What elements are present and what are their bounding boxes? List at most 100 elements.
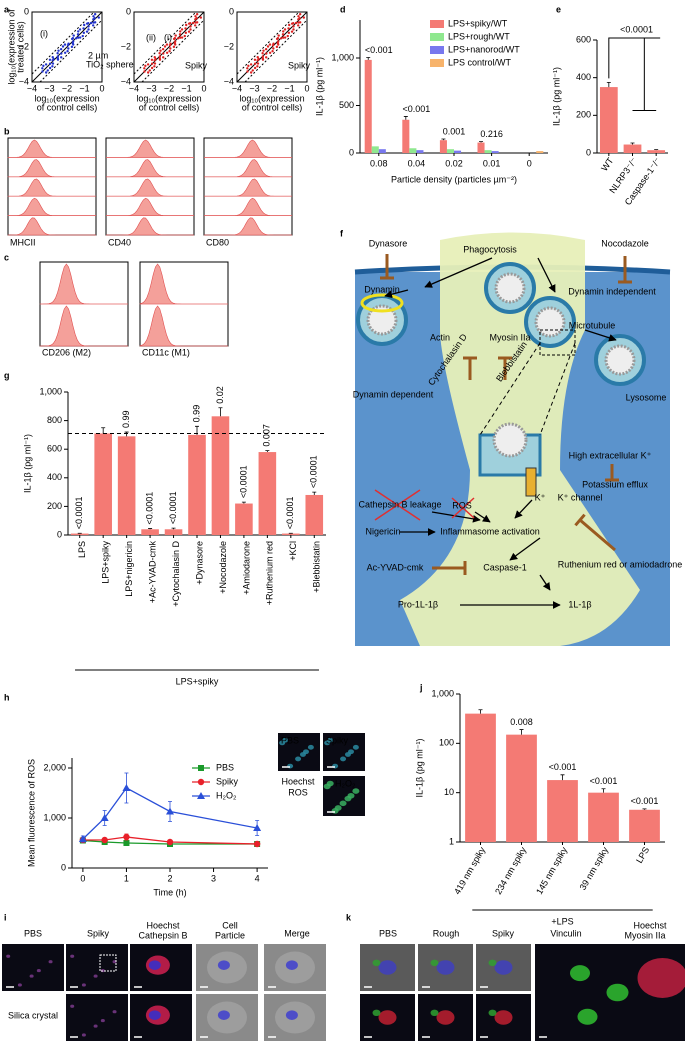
p-value: 0.99 [121, 411, 131, 429]
scatter-dot [191, 21, 195, 25]
scatter-dot [189, 28, 192, 31]
plot-annotation: (i) [164, 32, 172, 42]
marker [78, 835, 87, 842]
legend-label: LPS+spiky/WT [448, 18, 508, 28]
micrograph [2, 944, 64, 991]
x-tick-label: WT [599, 155, 616, 173]
marker [123, 833, 130, 841]
scatter-dot [282, 36, 285, 39]
scatter-dot [251, 69, 254, 72]
p-value: <0.001 [365, 45, 393, 55]
scatter-dot [63, 51, 67, 54]
tick-label: −2 [19, 41, 29, 51]
x-tick-label: +Ruthenium red [265, 541, 275, 605]
scatter-dot [76, 33, 80, 36]
scatter-dot [302, 16, 306, 19]
legend-label: PBS [216, 762, 234, 772]
scatter-dot [265, 52, 268, 55]
panel-letter: e [556, 4, 561, 14]
cell [570, 965, 590, 982]
scatter-dot [169, 47, 172, 50]
scatter-dot [256, 59, 259, 62]
histogram [204, 178, 292, 197]
p-value: 0.99 [191, 405, 201, 423]
image-label: Spiky [326, 735, 349, 745]
error-bar [441, 138, 446, 141]
cell [81, 1033, 86, 1037]
scatter-dot [82, 31, 86, 35]
scatter-dot [173, 36, 177, 40]
y-tick-label: 0 [61, 862, 66, 872]
marker-label: CD11c (M1) [142, 347, 190, 357]
scatter-frame [133, 11, 205, 83]
bar [282, 533, 300, 535]
x-tick-label: 4 [255, 873, 260, 883]
y-axis-label: IL-1β (pg ml⁻¹) [414, 739, 424, 798]
histogram [39, 263, 128, 305]
scatter-dot [163, 45, 167, 48]
scatter-dot [249, 63, 253, 66]
scatter-dot [264, 47, 268, 51]
scatter-dot [162, 56, 165, 59]
bar [536, 151, 544, 153]
marker-label: MHCII [10, 237, 36, 247]
bar [70, 533, 89, 535]
scatter-dot [177, 37, 180, 40]
y-tick-label: 0 [586, 147, 591, 157]
scatter-dot [261, 52, 264, 55]
scatter-dot [180, 36, 184, 39]
legend-swatch [430, 33, 444, 41]
cell [378, 1010, 397, 1025]
scatter-dot [77, 30, 80, 33]
cell [81, 983, 86, 987]
arrow [537, 257, 556, 293]
scatter-dot [292, 21, 295, 25]
scatter-dot [178, 33, 182, 36]
marker-label: CD80 [206, 237, 229, 247]
scatter-dot [162, 52, 165, 55]
p-value: <0.001 [631, 796, 659, 806]
arrow [424, 257, 493, 288]
x-tick-label: 0.01 [483, 158, 501, 168]
scatter-dot [246, 67, 249, 70]
x-tick-label: 0.02 [445, 158, 463, 168]
scatter-dot [60, 52, 63, 55]
y-tick-label: 1,000 [43, 812, 66, 822]
arrow [474, 511, 491, 523]
x-tick-label: +Blebbistatin [312, 541, 322, 593]
scatter-dot [298, 21, 302, 24]
error-bar [312, 491, 317, 495]
scatter-dot [280, 37, 283, 40]
plot-annotation: (i) [40, 28, 48, 38]
scatter-dot [184, 27, 187, 30]
scatter-dot [70, 45, 74, 49]
histogram [204, 217, 292, 236]
scatter-dot [165, 43, 169, 46]
tick-label: −4 [27, 83, 37, 93]
scatter-dot [256, 56, 259, 59]
p-value: <0.0001 [168, 491, 178, 524]
image-label: Spiky [87, 928, 110, 938]
error-bar [519, 729, 524, 735]
scatter-dot [183, 34, 186, 38]
histogram-frame [7, 137, 97, 236]
inhibition [579, 518, 616, 552]
marker [100, 814, 109, 821]
scatter-frame [31, 11, 103, 83]
scatter-dot [97, 16, 101, 19]
tick-label: −2 [121, 41, 131, 51]
bar [164, 529, 183, 535]
y-tick-label: 0 [349, 147, 354, 157]
scatter-dot [60, 56, 63, 59]
legend-marker [198, 765, 204, 771]
scatter-dot [173, 41, 176, 45]
scatter-dot [143, 70, 146, 73]
cell [217, 960, 230, 970]
inhibition-bar [574, 513, 586, 527]
scatter-dot [249, 71, 253, 74]
legend-marker [197, 778, 205, 786]
bar [235, 503, 253, 535]
tick-label: −2 [267, 83, 277, 93]
scatter-dot [282, 30, 285, 33]
